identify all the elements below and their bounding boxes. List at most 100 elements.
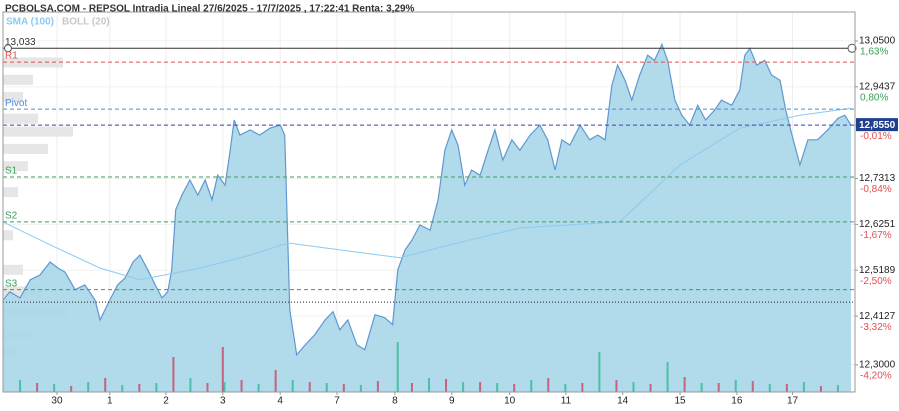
volume-bar [632,382,635,392]
y-tick-pct: -2,50% [860,276,892,287]
volume-bar [172,357,175,392]
volume-profile-bar [3,92,23,103]
plot-frame [2,11,856,393]
volume-profile-bar [3,74,33,85]
x-tick-label: 16 [731,396,743,407]
y-tick-pct: 1,63% [860,47,888,58]
x-tick-label: 1 [107,396,113,407]
volume-profile-bar [3,126,73,137]
volume-bar [700,383,703,392]
volume-bar [445,379,448,392]
volume-bar [257,384,260,392]
volume-bar [70,386,73,392]
volume-bar [734,380,737,392]
volume-profile-bar [3,161,28,172]
volume-bar [223,382,226,392]
volume-bar [649,384,652,392]
volume-bar [359,385,362,392]
volume-bar [751,381,754,392]
volume-bar [462,382,465,392]
volume-bar [683,377,686,392]
chart-title: PCBOLSA.COM - REPSOL Intradia Lineal 27/… [5,4,415,15]
volume-bar [666,362,669,392]
level-marker [847,43,857,53]
x-tick-label: 8 [392,396,398,407]
y-tick-label: 12,7313 [859,173,896,184]
volume-bar [785,384,788,392]
volume-bar [325,383,328,392]
volume-bar [104,378,107,392]
x-tick-label: 4 [277,396,283,407]
volume-bar [768,384,771,392]
y-tick-label: 12,6251 [859,219,896,230]
y-tick-pct: -0,01% [860,131,892,142]
volume-profile-bar [3,143,48,154]
legend-sma: SMA (100) [6,17,54,28]
volume-bar [530,380,533,392]
volume-bar [240,380,243,392]
volume-bar [547,378,550,392]
level-label: R1 [5,51,18,62]
volume-bar [221,347,224,392]
volume-bar [428,378,430,392]
x-tick-label: 10 [504,396,516,407]
volume-bar [121,385,124,392]
level-label: S3 [5,278,18,289]
y-tick-pct: -0,84% [860,184,892,195]
volume-bar [496,383,499,392]
volume-bar [206,383,209,392]
volume-bar [717,383,720,392]
current-price-box [856,118,898,132]
y-tick-label: 12,3000 [859,359,896,370]
volume-bar [819,386,822,392]
volume-profile-bar [3,264,23,275]
x-tick-label: 14 [617,396,629,407]
volume-bar [376,381,379,392]
legend-boll: BOLL (20) [62,17,110,28]
volume-bar [308,382,311,392]
y-tick-label: 12,5189 [859,265,896,276]
volume-profile-bar [3,113,38,124]
x-tick-label: 2 [163,396,169,407]
volume-profile-bar [3,187,18,198]
level-label: Pivot [5,98,27,109]
y-tick-pct: -1,67% [860,230,892,241]
volume-bar [598,352,601,392]
x-tick-label: 30 [51,396,63,407]
volume-bar [513,384,516,392]
volume-bar [189,378,192,392]
level-marker [4,44,12,53]
level-label: 13,033 [5,37,36,48]
volume-bar [564,384,567,392]
volume-bar [274,370,277,392]
volume-bar [410,383,413,392]
volume-bar [53,384,56,392]
y-tick-label: 12,9437 [859,81,896,92]
x-tick-label: 15 [674,396,686,407]
y-tick-label: 13,0500 [859,36,896,47]
sma-line [2,107,852,281]
volume-bar [342,384,345,392]
volume-bar [155,383,158,392]
volume-bar [615,380,618,392]
x-tick-label: 17 [787,396,799,407]
volume-profile-bar [3,230,13,241]
y-tick-label: 12,8550 [859,120,896,131]
level-label: S2 [5,211,18,222]
x-tick-label: 11 [561,396,572,407]
x-tick-label: 7 [334,396,340,407]
y-tick-label: 12,4127 [859,311,896,322]
volume-bar [836,385,839,392]
volume-bar [138,384,141,392]
x-tick-label: 9 [449,396,455,407]
level-label: S1 [5,166,18,177]
volume-bar [36,383,39,392]
y-tick-pct: -4,20% [860,370,892,381]
volume-bar [87,382,90,392]
x-tick-label: 3 [220,396,226,407]
volume-bar [291,380,294,392]
y-tick-pct: 0,80% [860,92,888,103]
price-area [3,44,852,393]
